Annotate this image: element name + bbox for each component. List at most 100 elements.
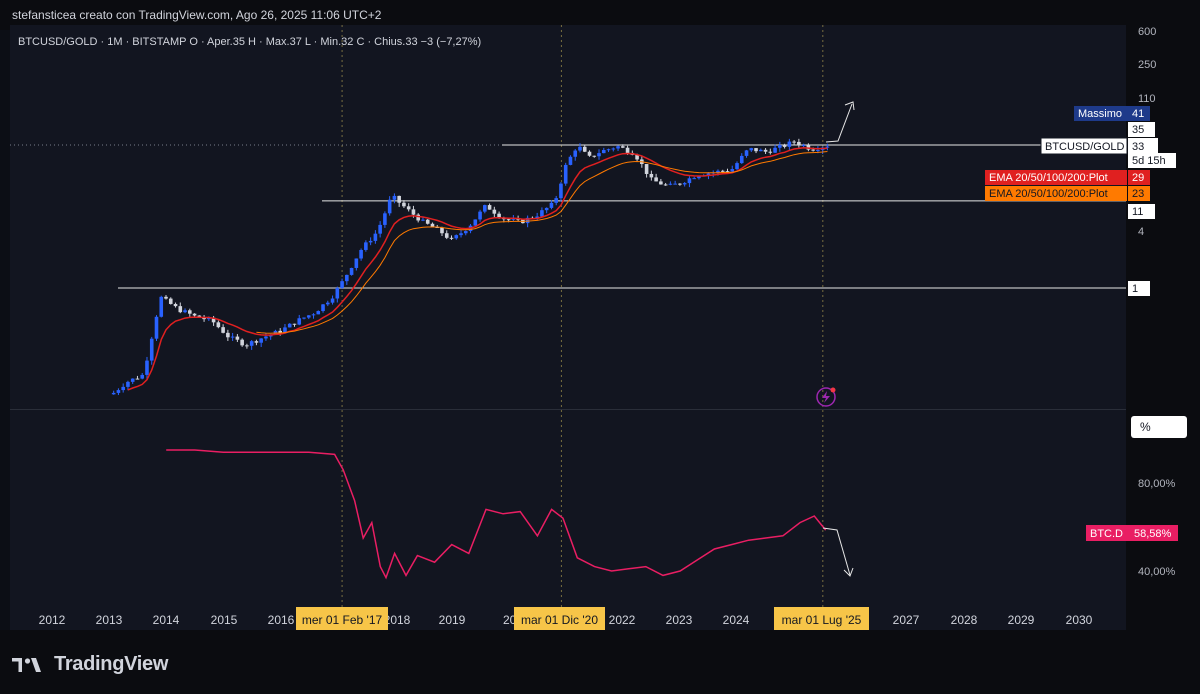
candle-body [297, 318, 302, 325]
btc-dominance-line [166, 449, 827, 580]
candle-body [692, 178, 696, 180]
candle-body [116, 390, 121, 393]
time-axis-year: 2027 [893, 613, 920, 627]
candle-body [121, 386, 125, 391]
candle-body [178, 306, 183, 313]
chart-area[interactable] [10, 25, 1126, 630]
candle-body [578, 146, 582, 151]
candle-body [416, 214, 421, 221]
time-axis-year: 2023 [666, 613, 693, 627]
candle-body [768, 151, 773, 153]
candle-body [649, 173, 654, 178]
current-price-value-box [1128, 138, 1158, 154]
candle-body [164, 296, 168, 299]
date-highlight-box [774, 607, 869, 630]
candle-body [621, 146, 625, 148]
time-axis-year: 2016 [268, 613, 295, 627]
ema-fast-value: 29 [1132, 172, 1144, 184]
candle-body [368, 240, 373, 243]
candle-body [678, 183, 682, 185]
candle-body [492, 209, 497, 214]
time-axis-year: 2030 [1066, 613, 1093, 627]
tradingview-logo: TradingView [12, 653, 168, 676]
candle-body [111, 392, 116, 395]
ema-fast-value-box [1128, 170, 1150, 185]
candle-body [516, 218, 520, 220]
time-axis-year: 2014 [153, 613, 180, 627]
candle-body [444, 233, 449, 238]
candle-body [435, 227, 440, 229]
btc-dominance-label-box [1086, 525, 1130, 541]
candle-body [245, 345, 249, 347]
massimo-value-box [1128, 106, 1150, 121]
candle-body [154, 316, 159, 339]
candle-body [535, 216, 539, 218]
ema-slow-value: 23 [1132, 188, 1144, 200]
time-axis-year: 2022 [609, 613, 636, 627]
candle-body [659, 181, 663, 185]
candle-body [145, 360, 149, 375]
candle-body [378, 224, 382, 234]
candle-body [221, 327, 225, 333]
date-highlight-label: mar 01 Lug '25 [782, 613, 862, 627]
candle-body [487, 205, 492, 210]
level-35-label: 35 [1132, 124, 1144, 136]
candle-body [402, 202, 406, 207]
candle-body [430, 223, 435, 228]
current-price-value: 33 [1132, 141, 1144, 153]
candle-body [173, 303, 178, 307]
ema-slow-value-box [1128, 186, 1150, 201]
candle-body [568, 156, 573, 165]
ema-fast-line [127, 147, 828, 391]
ema-slow-label: EMA 20/50/100/200:Plot [989, 188, 1108, 200]
tradingview-wordmark: TradingView [54, 653, 169, 675]
candle-body [763, 149, 768, 152]
candle-body [349, 267, 354, 275]
pane-divider[interactable] [10, 409, 1126, 410]
candle-body [316, 311, 321, 315]
symbol-price-label: BTCUSD/GOLD [1045, 141, 1125, 153]
candle-body [397, 195, 401, 203]
candle-body [188, 310, 192, 314]
candle-body [449, 237, 454, 239]
candle-body [330, 298, 335, 303]
candle-body [497, 213, 501, 218]
candle-body [811, 149, 815, 151]
candle-body [140, 374, 145, 379]
candle-body [249, 341, 254, 346]
candle-body [554, 198, 558, 203]
candle-body [682, 183, 687, 185]
candle-body [202, 317, 206, 320]
candle-body [364, 242, 368, 250]
candle-body [259, 338, 263, 343]
btc-dominance-value-box [1130, 525, 1178, 541]
candle-body [559, 183, 563, 199]
candle-body [478, 211, 482, 220]
candle-body [540, 210, 544, 217]
candle-body [725, 171, 730, 173]
price-axis-tick: 600 [1138, 26, 1156, 38]
candle-countdown-box [1128, 153, 1176, 168]
candle-body [440, 227, 444, 234]
time-axis-year: 2019 [439, 613, 466, 627]
candle-body [335, 287, 340, 299]
date-highlight-label: mer 01 Feb '17 [302, 613, 383, 627]
candle-body [716, 170, 720, 173]
projection-arrow-down-head [843, 567, 854, 577]
date-highlight-box [514, 607, 605, 630]
candle-body [230, 336, 235, 338]
date-highlight-box [296, 607, 388, 630]
candle-body [340, 281, 344, 288]
candle-countdown: 5d 15h [1132, 155, 1166, 167]
time-axis-year: 2012 [39, 613, 66, 627]
candle-body [792, 141, 796, 143]
candle-body [601, 150, 606, 154]
ema-fast-label-box [985, 170, 1127, 185]
time-axis-year: 2028 [951, 613, 978, 627]
symbol-price-label-box [1040, 137, 1128, 155]
candle-body [325, 302, 330, 305]
candle-body [744, 150, 749, 156]
candle-body [806, 145, 811, 150]
candle-body [359, 249, 363, 259]
